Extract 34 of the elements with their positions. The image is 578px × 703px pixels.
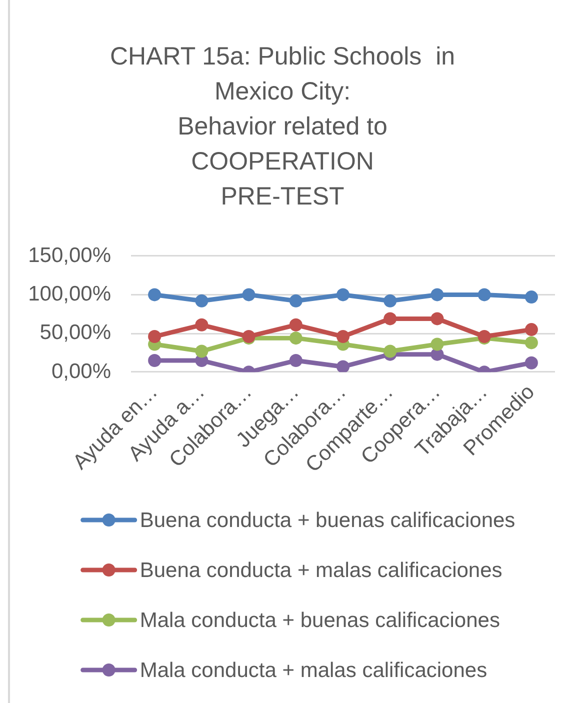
point bbox=[384, 294, 397, 308]
point bbox=[148, 288, 162, 302]
point bbox=[336, 288, 350, 302]
point bbox=[289, 294, 302, 308]
point bbox=[430, 288, 444, 302]
point bbox=[148, 354, 162, 368]
point bbox=[478, 288, 491, 302]
legend-label: Mala conducta + malas calificaciones bbox=[140, 658, 488, 682]
y-tick-label: 150,00% bbox=[28, 244, 111, 267]
point bbox=[336, 360, 350, 372]
point bbox=[524, 336, 538, 350]
point bbox=[289, 354, 302, 368]
point bbox=[242, 288, 256, 302]
point bbox=[524, 290, 538, 304]
point bbox=[195, 344, 208, 358]
point bbox=[289, 332, 302, 345]
y-tick-label: 50,00% bbox=[40, 321, 111, 344]
legend-label: Buena conducta + malas calificaciones bbox=[140, 558, 502, 582]
y-tick-label: 0,00% bbox=[51, 360, 111, 383]
point bbox=[524, 356, 538, 370]
point bbox=[148, 330, 162, 344]
point bbox=[336, 330, 350, 344]
y-tick-label: 100,00% bbox=[28, 282, 111, 306]
point bbox=[430, 312, 444, 326]
point bbox=[195, 294, 208, 308]
point bbox=[384, 312, 397, 326]
point bbox=[384, 344, 397, 358]
legend-label: Buena conducta + buenas calificaciones bbox=[140, 508, 516, 532]
point bbox=[430, 338, 444, 351]
point bbox=[195, 318, 208, 332]
point bbox=[289, 318, 302, 332]
chart-title: CHART 15a: Public Schools in Mexico City: Behavior related to COOPERATION PRE-TEST bbox=[110, 42, 456, 210]
point bbox=[524, 323, 538, 336]
legend-label: Mala conducta + buenas calificaciones bbox=[140, 608, 500, 632]
